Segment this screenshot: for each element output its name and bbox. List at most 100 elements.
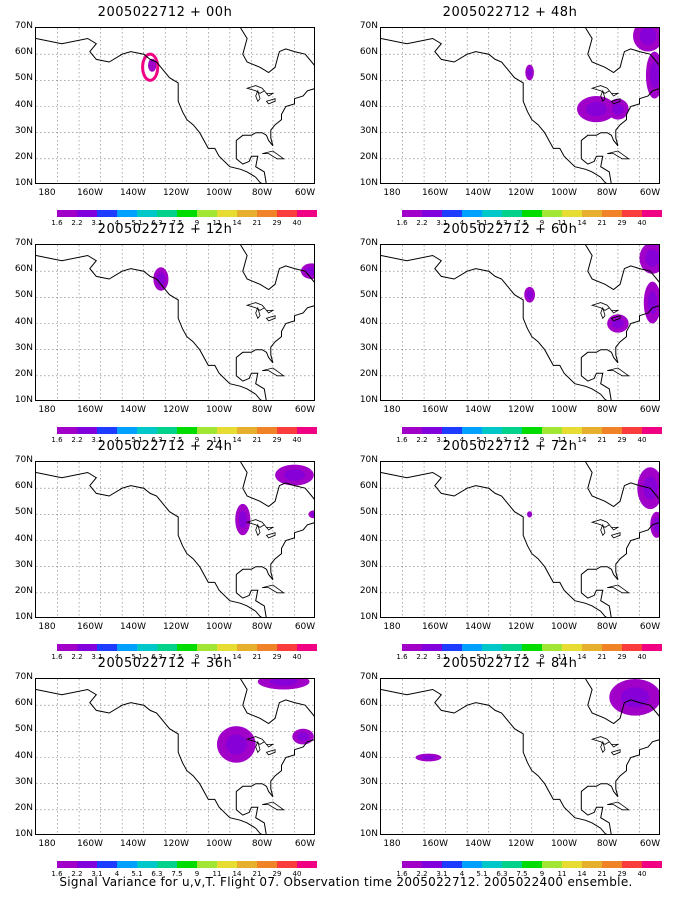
- lon-tick-label: 120W: [507, 405, 535, 415]
- coastline: [585, 462, 659, 508]
- lat-tick-label: 50N: [359, 73, 378, 84]
- lat-tick-label: 40N: [359, 750, 378, 761]
- colorbar-swatch: [522, 427, 542, 434]
- variance-contour: [528, 512, 532, 517]
- colorbar-label: 6.3: [151, 219, 163, 227]
- lat-tick-label: 20N: [359, 585, 378, 596]
- lon-tick-label: 100W: [205, 188, 233, 198]
- colorbar-label: 6.3: [496, 653, 508, 661]
- colorbar-swatch: [277, 210, 297, 217]
- colorbar-label: 3.1: [91, 653, 103, 661]
- lon-tick-label: 140W: [464, 188, 492, 198]
- colorbar: [57, 210, 317, 217]
- lat-tick-label: 50N: [359, 724, 378, 735]
- colorbar-label: 6.3: [151, 436, 163, 444]
- colorbar-swatch: [237, 644, 257, 651]
- colorbar-label: 2.2: [71, 653, 83, 661]
- lon-tick-label: 180: [38, 622, 56, 632]
- colorbar-label: 2.2: [71, 436, 83, 444]
- lon-tick-label: 100W: [205, 622, 233, 632]
- colorbar-swatch: [582, 427, 602, 434]
- colorbar-label: 14: [232, 870, 242, 878]
- colorbar-swatch: [77, 644, 97, 651]
- colorbar-label: 14: [232, 219, 242, 227]
- colorbar-label: 4: [114, 436, 120, 444]
- colorbar-label: 14: [577, 219, 587, 227]
- lat-tick-label: 10N: [14, 178, 33, 188]
- colorbar-swatch: [622, 210, 642, 217]
- variance-contour: [141, 52, 160, 82]
- great-lake: [610, 749, 621, 756]
- lat-tick-label: 20N: [14, 802, 33, 813]
- colorbar-swatch: [157, 861, 177, 868]
- colorbar: [402, 644, 662, 651]
- colorbar-swatch: [502, 644, 522, 651]
- island: [607, 584, 630, 594]
- colorbar-label: 29: [272, 436, 282, 444]
- colorbar-label: 40: [637, 870, 647, 878]
- colorbar-label: 9: [539, 436, 545, 444]
- colorbar: [402, 427, 662, 434]
- lat-tick-label: 40N: [14, 316, 33, 327]
- colorbar-label: 6.3: [496, 219, 508, 227]
- colorbar-swatch: [257, 210, 277, 217]
- colorbar-label: 7.5: [516, 870, 528, 878]
- colorbar-label: 5.1: [476, 219, 488, 227]
- lat-tick-label: 30N: [359, 125, 378, 136]
- colorbar-label: 4: [114, 870, 120, 878]
- colorbar-label: 6.3: [496, 436, 508, 444]
- colorbar-label: 5.1: [131, 653, 143, 661]
- lat-tick-label: 20N: [359, 151, 378, 162]
- coastline: [381, 254, 607, 400]
- great-lake: [245, 85, 265, 94]
- variance-contour: [612, 318, 624, 329]
- colorbar-label: 2.2: [416, 870, 428, 878]
- colorbar-label: 29: [272, 653, 282, 661]
- lon-tick-label: 60W: [639, 622, 661, 632]
- map-canvas: [36, 462, 314, 617]
- colorbar-label: 11: [557, 219, 567, 227]
- colorbar-swatch: [137, 210, 157, 217]
- lat-tick-label: 60N: [14, 264, 33, 275]
- lon-tick-label: 160W: [76, 622, 104, 632]
- lat-tick-label: 50N: [14, 724, 33, 735]
- panel-title: 2005022712 + 72h: [442, 439, 578, 454]
- lat-tick-label: 40N: [359, 99, 378, 110]
- map-panel: 2005022712 + 72h 70N 60N 50N 40N 30N 20N 10N 180…: [350, 439, 670, 661]
- colorbar-label: 29: [272, 870, 282, 878]
- colorbar-swatch: [442, 861, 462, 868]
- lat-tick-label: 70N: [14, 238, 33, 248]
- lon-tick-label: 80W: [251, 405, 273, 415]
- colorbar-label: 1.6: [51, 219, 63, 227]
- lat-tick-label: 70N: [359, 455, 378, 465]
- map-canvas: [36, 28, 314, 183]
- variance-contour: [612, 103, 624, 115]
- colorbar-swatch: [642, 644, 662, 651]
- coastline: [585, 679, 659, 725]
- lon-tick-label: 80W: [251, 188, 273, 198]
- colorbar: [402, 861, 662, 868]
- island: [607, 801, 630, 811]
- variance-contour: [305, 266, 314, 276]
- colorbar-swatch: [217, 644, 237, 651]
- island: [262, 367, 285, 377]
- great-lake: [590, 519, 610, 528]
- colorbar-swatch: [582, 210, 602, 217]
- variance-contour: [647, 291, 658, 315]
- coastline: [36, 254, 262, 400]
- great-lake: [265, 532, 276, 539]
- map-frame: [35, 461, 315, 618]
- lat-tick-label: 50N: [359, 507, 378, 518]
- colorbar-swatch: [482, 861, 502, 868]
- colorbar-swatch: [422, 210, 442, 217]
- lon-tick-label: 160W: [421, 622, 449, 632]
- colorbar-label: 5.1: [476, 870, 488, 878]
- colorbar-swatch: [157, 427, 177, 434]
- colorbar-label: 11: [557, 653, 567, 661]
- colorbar-label: 11: [557, 870, 567, 878]
- great-lake: [590, 302, 610, 311]
- lat-tick-label: 10N: [14, 612, 33, 622]
- colorbar-label: 29: [617, 219, 627, 227]
- colorbar-swatch: [97, 644, 117, 651]
- great-lake: [590, 736, 610, 745]
